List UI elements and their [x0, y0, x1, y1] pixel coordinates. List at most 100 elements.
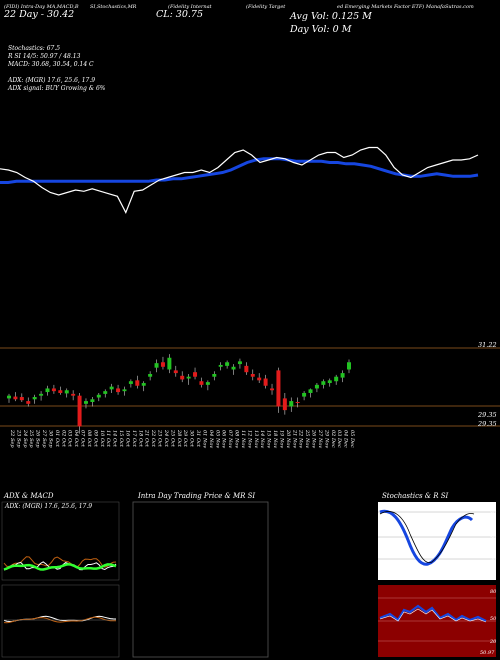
x-tick-label: 11 Oct [105, 430, 111, 448]
x-tick-label: 02 Dec [330, 430, 336, 448]
x-tick-label: 08 Oct [86, 430, 92, 448]
price-label-upper: 31.22 [478, 341, 497, 349]
x-tick-label: 31 Oct [195, 430, 201, 448]
candle-body [19, 397, 24, 401]
stoch-black-line [379, 511, 475, 564]
candle-body [154, 363, 159, 368]
candle-body [340, 373, 345, 378]
x-tick-label: 27 Nov [317, 429, 323, 448]
rsi-tick-50: 50 [490, 616, 497, 622]
adx-lines [3, 556, 117, 571]
candle-body [250, 374, 255, 377]
candle-body [173, 370, 178, 374]
close-price: CL: 30.75 [156, 9, 203, 20]
candle-body [302, 392, 307, 397]
macd-readout: MACD: 30.68, 30.54, 0.14 C [8, 61, 94, 68]
x-tick-label: 03 Dec [336, 430, 342, 448]
candle-body [218, 364, 223, 367]
adx-panel-title: ADX & MACD [4, 492, 54, 500]
candle-body [122, 389, 127, 392]
x-tick-label: 04 Oct [73, 430, 79, 448]
rsi-value: 50.97 [480, 650, 495, 656]
x-tick-label: 03 Oct [67, 430, 73, 448]
adx-readout: ADX: (MGR) 17.6, 25.6, 17.9 [8, 77, 96, 84]
x-tick-label: 18 Nov [272, 430, 278, 448]
x-tick-label: 21 Nov [291, 429, 297, 448]
x-tick-label: 24 Sep [22, 429, 28, 448]
candle-body [347, 362, 351, 370]
candle-body [314, 384, 319, 389]
x-tick-label: 01 Nov [201, 430, 207, 448]
candle-body [199, 381, 204, 385]
x-tick-label: 04 Dec [343, 430, 349, 448]
candle-body [270, 388, 275, 391]
candle-body [160, 362, 165, 367]
candle-body [186, 376, 191, 379]
candle-body [244, 365, 249, 373]
x-tick-label: 13 Nov [253, 430, 259, 448]
x-tick-label: 27 Sep [41, 429, 47, 448]
white-indicator-line [0, 146, 479, 214]
rsi-white-line [379, 608, 487, 623]
header-seg5: ed Emerging Markets Factor ETF) ManafaSu… [337, 4, 474, 10]
candle-body [148, 374, 153, 377]
price-label-lower: 29.35 [478, 411, 497, 419]
x-tick-label: 22 Nov [298, 429, 304, 448]
upper-indicator [0, 146, 479, 214]
candle-body [231, 366, 236, 370]
stoch-value: 67.5 [478, 526, 489, 532]
x-tick-label: 24 Oct [163, 429, 169, 448]
adx-white-line [3, 561, 117, 571]
candle-body [128, 381, 133, 384]
price-label-lowest: 29.35 [478, 420, 497, 428]
x-tick-label: 02 Oct [60, 430, 66, 448]
x-tick-label: 05 Dec [349, 430, 355, 448]
macd-panel [1, 584, 120, 658]
x-tick-label: 19 Nov [278, 430, 284, 448]
header-seg3: (Fidelity Internat [168, 4, 212, 10]
candle-body [237, 361, 242, 365]
candle-body [225, 362, 230, 366]
day-volume: Day Vol: 0 M [290, 24, 352, 35]
candle-body [45, 388, 50, 393]
stoch-blue-line [379, 509, 474, 566]
blue-ma-line [0, 157, 479, 184]
candle-body [141, 383, 146, 386]
x-tick-label: 23 Sep [15, 429, 21, 448]
x-tick-label: 28 Oct [176, 429, 182, 448]
x-tick-label: 23 Oct [157, 429, 163, 448]
intra-day-panel [132, 501, 269, 658]
adx-orange-line [3, 556, 117, 568]
stoch-tick-80: 80 [490, 510, 497, 516]
day-change: 22 Day - 30.42 [4, 9, 75, 20]
candle-body [116, 388, 121, 393]
x-tick-label: 16 Oct [124, 430, 130, 448]
x-tick-label: 26 Nov [311, 429, 317, 448]
candle-body [32, 397, 37, 400]
intra-panel-title: Intra Day Trading Price & MR SI [138, 492, 256, 500]
rsi-lines [378, 597, 496, 642]
candle-body [90, 399, 95, 402]
stoch-lines [378, 509, 496, 566]
candle-body [26, 401, 31, 404]
adx-panel-value: ADX: (MGR) 17.6, 25.6, 17.9 [4, 503, 92, 510]
rsi-tick-80: 80 [490, 589, 497, 595]
adx-green-line [3, 563, 117, 571]
x-tick-label: 12 Nov [246, 430, 252, 448]
candle-body [334, 376, 339, 382]
x-tick-label: 25 Oct [169, 429, 175, 448]
candle-body [263, 378, 268, 386]
candle-body [71, 393, 76, 396]
candlesticks [7, 354, 351, 434]
candle-body [289, 401, 294, 407]
candle-body [135, 380, 140, 386]
x-tick-label: 21 Oct [144, 429, 150, 448]
x-tick-label: 18 Oct [137, 430, 143, 448]
candle-body [193, 372, 198, 377]
candle-body [308, 389, 313, 393]
x-tick-label: 20 Nov [285, 429, 291, 448]
x-tick-label: 22 Oct [150, 429, 156, 448]
x-tick-label: 25 Nov [304, 429, 310, 448]
x-tick-label: 15 Nov [266, 430, 272, 448]
